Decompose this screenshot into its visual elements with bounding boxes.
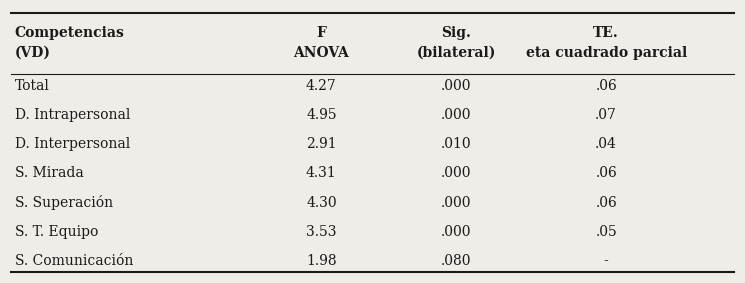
Text: D. Interpersonal: D. Interpersonal: [15, 137, 130, 151]
Text: .000: .000: [441, 196, 472, 209]
Text: 4.30: 4.30: [306, 196, 337, 209]
Text: 3.53: 3.53: [306, 225, 337, 239]
Text: F
ANOVA: F ANOVA: [294, 26, 349, 60]
Text: 4.95: 4.95: [306, 108, 337, 122]
Text: .07: .07: [595, 108, 617, 122]
Text: .000: .000: [441, 166, 472, 180]
Text: S. Superación: S. Superación: [15, 195, 113, 210]
Text: Sig.
(bilateral): Sig. (bilateral): [416, 26, 496, 60]
Text: .000: .000: [441, 108, 472, 122]
Text: 4.31: 4.31: [306, 166, 337, 180]
Text: .000: .000: [441, 79, 472, 93]
Text: TE.
eta cuadrado parcial: TE. eta cuadrado parcial: [525, 26, 687, 60]
Text: .06: .06: [595, 196, 617, 209]
Text: 1.98: 1.98: [306, 254, 337, 268]
Text: S. T. Equipo: S. T. Equipo: [15, 225, 98, 239]
Text: D. Intrapersonal: D. Intrapersonal: [15, 108, 130, 122]
Text: S. Comunicación: S. Comunicación: [15, 254, 133, 268]
Text: .06: .06: [595, 166, 617, 180]
Text: .06: .06: [595, 79, 617, 93]
Text: Total: Total: [15, 79, 50, 93]
Text: -: -: [603, 254, 609, 268]
Text: S. Mirada: S. Mirada: [15, 166, 83, 180]
Text: 2.91: 2.91: [306, 137, 337, 151]
Text: .000: .000: [441, 225, 472, 239]
Text: .080: .080: [441, 254, 472, 268]
Text: Competencias
(VD): Competencias (VD): [15, 26, 124, 60]
Text: .05: .05: [595, 225, 617, 239]
Text: .04: .04: [595, 137, 617, 151]
Text: 4.27: 4.27: [306, 79, 337, 93]
Text: .010: .010: [441, 137, 472, 151]
